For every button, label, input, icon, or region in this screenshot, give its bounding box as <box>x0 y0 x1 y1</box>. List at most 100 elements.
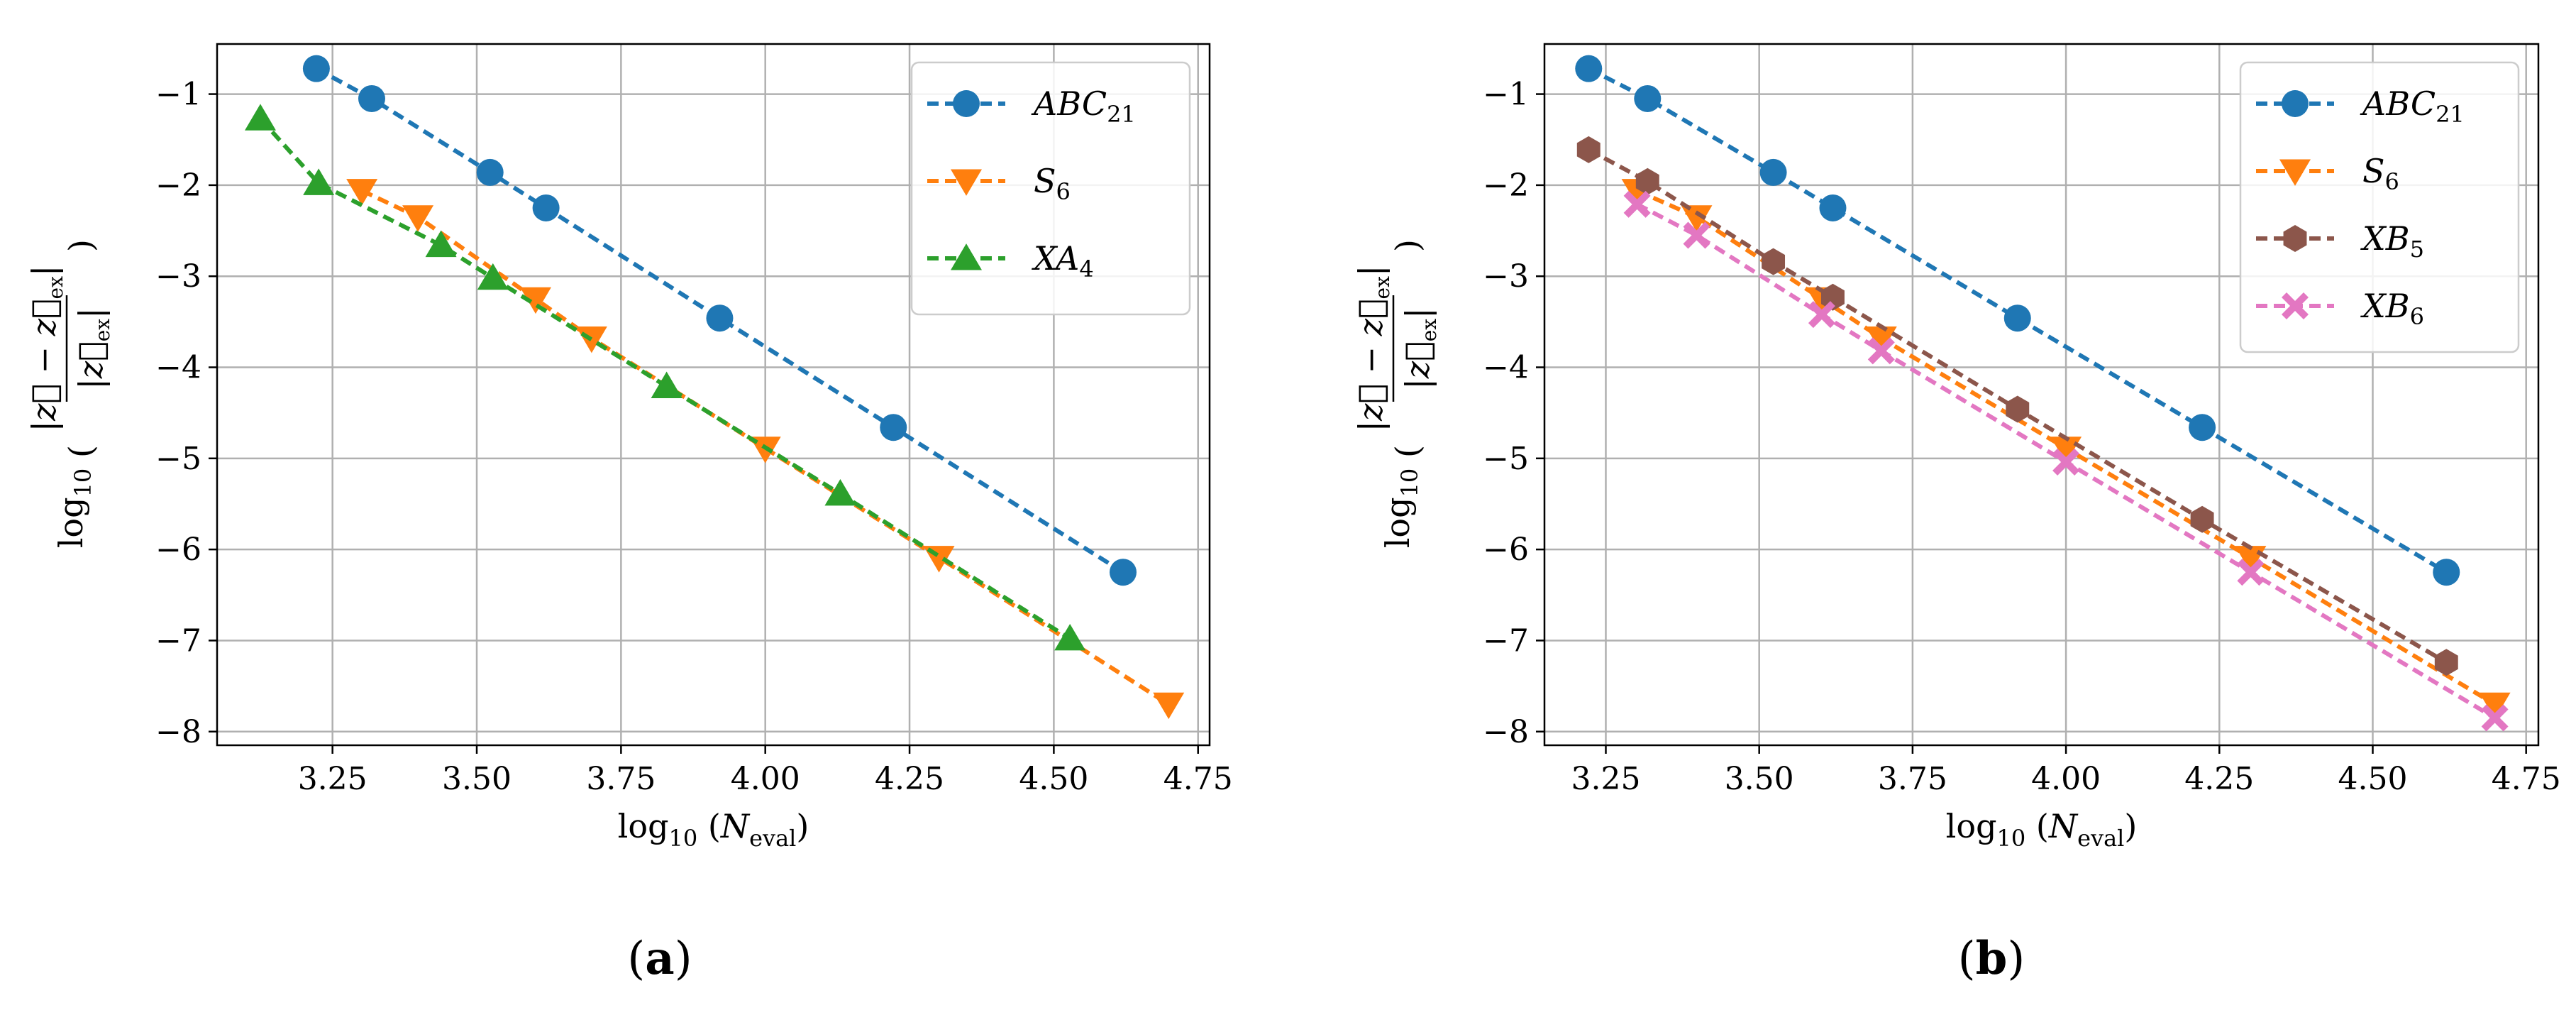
data-point-XB6 <box>1623 190 1651 218</box>
x-tick-label: 3.25 <box>298 761 367 797</box>
data-point-ABC21 <box>1575 55 1603 82</box>
legend-marker-S6 <box>951 169 982 196</box>
y-tick-label: −6 <box>155 532 201 568</box>
y-tick-label: −1 <box>1483 77 1529 113</box>
y-tick-label: −5 <box>1483 441 1529 477</box>
y-tick-label: −2 <box>1483 168 1529 204</box>
y-axis-numerator: |z⃗ − z⃗ex| <box>25 265 67 432</box>
data-point-XB6 <box>2052 448 2080 476</box>
y-axis-denominator: |z⃗ex| <box>72 307 114 389</box>
legend: ABC21 S6 XA4 <box>910 61 1191 316</box>
y-tick-label: −2 <box>155 168 201 204</box>
x-tick-label: 4.00 <box>2031 761 2101 797</box>
data-point-ABC21 <box>1634 84 1662 112</box>
data-point-XA4 <box>303 168 335 195</box>
y-tick-label: −6 <box>1483 532 1529 568</box>
y-axis-numerator: |z⃗ − z⃗ex| <box>1351 265 1394 432</box>
data-point-ABC21 <box>1759 158 1787 186</box>
x-tick-label: 4.25 <box>2184 761 2254 797</box>
data-point-ABC21 <box>2189 414 2216 441</box>
data-point-S6 <box>2050 437 2082 463</box>
data-point-XB5 <box>1635 168 1659 195</box>
y-axis-label-prefix: log10 <box>52 468 96 549</box>
legend: ABC21 S6 XB5 XB6 <box>2239 61 2520 353</box>
data-point-XB6 <box>2481 704 2509 732</box>
x-tick-label: 4.50 <box>2338 761 2408 797</box>
data-point-ABC21 <box>706 304 734 332</box>
panel-b: 3.25 3.50 3.75 4.00 4.25 4.50 4.75 −1 −2 −3 −4 −5 −6… <box>1351 43 2561 985</box>
legend-marker-XB6 <box>2282 292 2309 319</box>
data-point-XB5 <box>2434 649 2458 676</box>
y-axis-paren-left: ( <box>62 445 100 458</box>
legend-label-S6: S6 <box>1034 162 1071 205</box>
data-point-XB6 <box>1683 221 1710 249</box>
y-tick-label: −4 <box>155 350 201 386</box>
data-point-ABC21 <box>532 194 560 221</box>
data-point-S6 <box>402 205 434 232</box>
legend-marker-ABC21 <box>953 90 980 117</box>
x-tick-label: 4.50 <box>1019 761 1088 797</box>
x-tick-label: 3.25 <box>1571 761 1640 797</box>
y-axis-label: log10 () |z⃗ − z⃗ex||z⃗ex| <box>25 239 114 548</box>
y-tick-label: −4 <box>1483 350 1529 386</box>
y-tick-label: −1 <box>155 77 201 113</box>
panel-label: (b) <box>1958 932 2025 985</box>
x-axis-label: log10 (Neval) <box>618 807 809 852</box>
legend-label-XB6: XB6 <box>2360 287 2424 330</box>
data-point-XB6 <box>2237 559 2265 586</box>
y-tick-label: −8 <box>155 714 201 750</box>
legend-label-XA4: XA4 <box>1032 239 1094 282</box>
x-tick-label: 4.75 <box>1163 761 1233 797</box>
data-point-XB6 <box>1808 301 1835 329</box>
legend-marker-S6 <box>2279 159 2311 186</box>
data-point-S6 <box>1153 692 1185 720</box>
data-point-XA4 <box>824 478 856 506</box>
legend-marker-ABC21 <box>2282 90 2309 117</box>
legend-box <box>910 61 1191 316</box>
y-tick-label: −8 <box>1483 714 1529 750</box>
y-axis-paren-right: ) <box>62 239 100 252</box>
y-tick-label: −3 <box>1483 258 1529 295</box>
data-point-ABC21 <box>2433 559 2460 586</box>
y-axis-paren-right: ) <box>1388 239 1427 252</box>
x-tick-label: 3.75 <box>586 761 656 797</box>
data-point-XA4 <box>425 230 457 258</box>
data-point-ABC21 <box>1819 194 1847 221</box>
legend-label-S6: S6 <box>2362 152 2399 195</box>
plot-frame <box>216 43 1211 747</box>
y-tick-label: −7 <box>1483 622 1529 659</box>
x-tick-label: 4.00 <box>731 761 800 797</box>
y-axis-denominator: |z⃗ex| <box>1398 307 1441 389</box>
data-point-S6 <box>519 287 551 314</box>
plot-frame <box>1543 43 2540 747</box>
data-point-S6 <box>346 179 378 206</box>
data-point-XB5 <box>2190 505 2214 533</box>
legend-box <box>2239 61 2520 353</box>
y-tick-label: −7 <box>155 622 201 659</box>
data-point-ABC21 <box>880 414 907 441</box>
data-point-XA4 <box>477 263 509 290</box>
legend-label-ABC21: ABC21 <box>2360 84 2465 128</box>
y-tick-label: −5 <box>155 441 201 477</box>
data-point-XA4 <box>245 104 277 131</box>
y-axis-paren-left: ( <box>1388 445 1427 458</box>
data-point-ABC21 <box>358 84 385 112</box>
legend-label-ABC21: ABC21 <box>1031 84 1136 128</box>
data-point-XB6 <box>1867 337 1895 365</box>
panel-a: 3.25 3.50 3.75 4.00 4.25 4.50 4.75 −1 −2 −3 −4 −5 −6… <box>25 43 1233 985</box>
x-tick-label: 3.75 <box>1878 761 1947 797</box>
y-tick-label: −3 <box>155 258 201 295</box>
data-point-S6 <box>2479 692 2511 720</box>
data-point-ABC21 <box>1109 559 1137 586</box>
x-axis-label: log10 (Neval) <box>1946 807 2138 852</box>
data-point-XB5 <box>1821 283 1845 311</box>
x-tick-label: 4.25 <box>875 761 944 797</box>
data-point-XA4 <box>651 371 682 398</box>
legend-label-XB5: XB5 <box>2360 219 2424 263</box>
x-tick-label: 3.50 <box>1725 761 1794 797</box>
data-point-ABC21 <box>302 55 330 82</box>
data-point-S6 <box>1865 326 1897 353</box>
data-point-S6 <box>1681 205 1713 232</box>
x-tick-label: 3.50 <box>442 761 512 797</box>
